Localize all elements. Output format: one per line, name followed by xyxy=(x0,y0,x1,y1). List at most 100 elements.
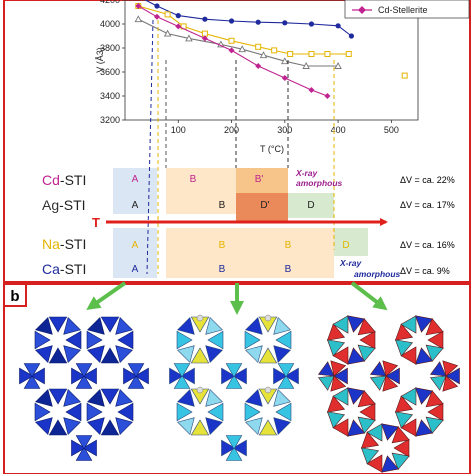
framework-tetrahedron xyxy=(127,363,145,378)
framework-tetrahedron xyxy=(425,416,444,434)
dv-ca: ΔV = ca. 9% xyxy=(400,266,450,276)
data-point-cd xyxy=(281,75,288,81)
framework-tetrahedron xyxy=(400,387,417,406)
framework-tetrahedron xyxy=(330,360,347,377)
framework-tetrahedron xyxy=(100,388,120,405)
framework-tetrahedron xyxy=(244,402,261,422)
framework-tetrahedron xyxy=(177,317,195,335)
row-label-na: Na-STI xyxy=(42,236,86,252)
framework-tetrahedron xyxy=(19,367,34,385)
framework-tetrahedron xyxy=(275,402,292,422)
chart-series xyxy=(134,0,408,99)
framework-tetrahedron xyxy=(258,419,278,436)
framework-tetrahedron xyxy=(326,323,346,341)
framework-tetrahedron xyxy=(385,367,400,385)
framework-tetrahedron xyxy=(394,323,414,341)
framework-tetrahedron xyxy=(123,367,138,385)
framework-tetrahedron xyxy=(427,330,444,350)
framework-tetrahedron xyxy=(127,374,145,389)
framework-tetrahedron xyxy=(326,339,346,357)
cation-sphere xyxy=(196,314,204,322)
data-point-cd xyxy=(201,35,208,42)
framework-tetrahedron xyxy=(87,389,105,407)
crystal-structures xyxy=(19,314,460,473)
phase-ag-b: B xyxy=(219,200,226,211)
row-labels: Cd-STI Ag-STI Na-STI Ca-STI xyxy=(42,172,86,277)
phase-ag-d: D xyxy=(307,200,314,211)
framework-tetrahedron xyxy=(205,417,223,435)
phase-cd-bprime: B' xyxy=(255,174,264,185)
framework-tetrahedron xyxy=(347,347,366,365)
cd-amorphous-label: X-ray amorphous xyxy=(295,168,343,188)
legend-box xyxy=(344,0,470,19)
framework-tetrahedron xyxy=(221,367,236,385)
framework-tetrahedron xyxy=(34,402,51,422)
framework-tetrahedron xyxy=(382,375,399,392)
framework-tetrahedron xyxy=(100,316,120,333)
data-point-cd xyxy=(324,93,331,99)
framework-tetrahedron xyxy=(273,345,291,363)
green-arrow-left xyxy=(86,281,127,311)
cation-sphere xyxy=(264,386,272,394)
data-point-ca xyxy=(228,18,235,24)
y-tick-label: 3200 xyxy=(100,115,120,125)
framework-tetrahedron xyxy=(23,374,41,389)
framework-tetrahedron xyxy=(115,389,133,407)
framework-tetrahedron xyxy=(427,402,444,422)
framework-tetrahedron xyxy=(48,388,68,405)
framework-tetrahedron xyxy=(35,345,53,363)
framework-tetrahedron xyxy=(177,345,195,363)
framework-tetrahedron xyxy=(347,419,366,437)
phase-block-d-ag xyxy=(288,193,334,218)
framework-tetrahedron xyxy=(82,439,97,457)
framework-tetrahedron xyxy=(366,423,383,442)
y-tick-label: 3600 xyxy=(100,67,120,77)
framework-tetrahedron xyxy=(225,446,243,461)
x-tick-label: 200 xyxy=(224,125,239,135)
green-arrow-right xyxy=(350,281,388,311)
framework-tetrahedron xyxy=(232,439,247,457)
framework-tetrahedron xyxy=(415,387,434,405)
row-label-cd: Cd-STI xyxy=(42,172,86,188)
data-point-ca xyxy=(348,33,355,39)
phase-block-dprime-ag xyxy=(236,193,288,223)
data-point-ag xyxy=(238,45,246,53)
data-point-na xyxy=(324,51,331,57)
framework-tetrahedron xyxy=(35,389,53,407)
framework-tetrahedron xyxy=(391,452,410,470)
framework-tetrahedron xyxy=(273,417,291,435)
framework-tetrahedron xyxy=(277,374,295,389)
framework-tetrahedron xyxy=(35,317,53,335)
framework-tetrahedron xyxy=(326,411,346,429)
phase-na-b2: B xyxy=(285,240,292,251)
temperature-arrow-label: T xyxy=(92,215,100,230)
framework-tetrahedron xyxy=(425,318,444,336)
framework-tetrahedron xyxy=(117,402,134,422)
framework-tetrahedron xyxy=(63,345,81,363)
cation-sphere xyxy=(196,386,204,394)
row-label-ag: Ag-STI xyxy=(42,197,86,213)
framework-tetrahedron xyxy=(357,344,376,362)
framework-tetrahedron xyxy=(317,375,335,391)
framework-tetrahedron xyxy=(332,418,349,437)
data-point-cd xyxy=(255,63,262,69)
framework-tetrahedron xyxy=(369,361,387,377)
framework-tetrahedron xyxy=(359,402,376,422)
chart: 3200 3400 3600 3800 4000 4200 100 200 300 400 500… xyxy=(95,0,470,154)
framework-tetrahedron xyxy=(332,387,349,406)
framework-tetrahedron xyxy=(357,318,376,336)
phase-cd-b: B xyxy=(190,174,197,185)
framework-tetrahedron xyxy=(400,315,417,334)
framework-tetrahedron xyxy=(23,363,41,378)
framework-tetrahedron xyxy=(333,367,348,385)
data-point-na xyxy=(345,51,352,57)
data-point-cd xyxy=(228,47,235,54)
framework-tetrahedron xyxy=(75,363,93,378)
y-axis-label: V (Å3) xyxy=(95,47,105,73)
framework-tetrahedron xyxy=(244,330,261,350)
guide-lines xyxy=(146,19,335,275)
framework-tetrahedron xyxy=(382,360,399,377)
data-point-cd xyxy=(175,23,182,30)
x-tick-label: 500 xyxy=(384,125,399,135)
framework-tetrahedron xyxy=(173,363,191,378)
